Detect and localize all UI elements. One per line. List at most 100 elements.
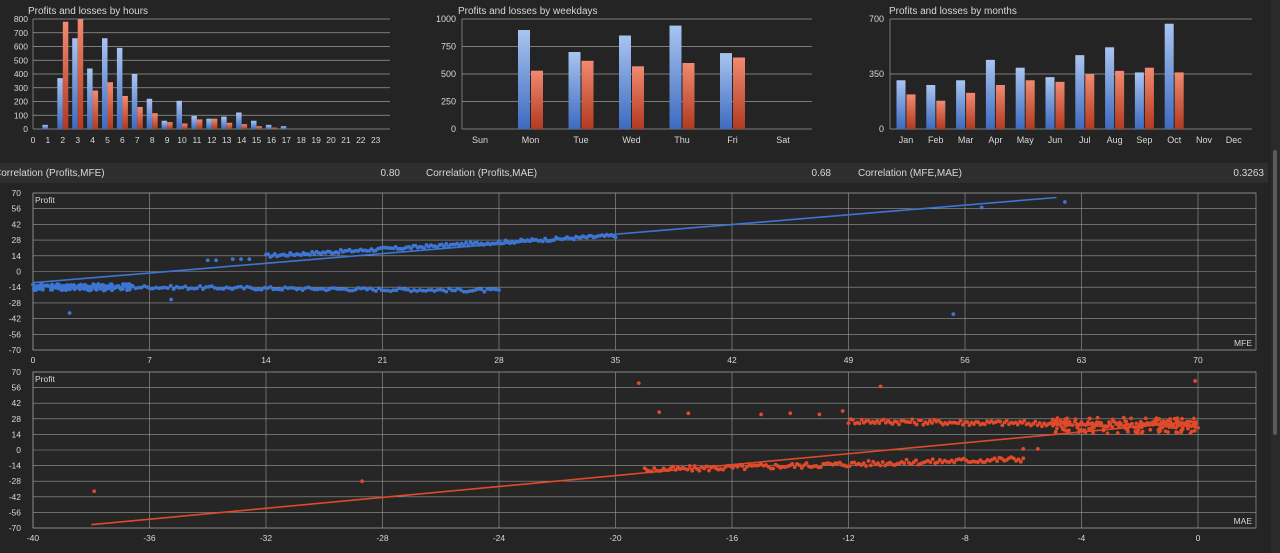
mae-point: [847, 464, 852, 469]
mae-ylabel: Profit: [35, 374, 55, 384]
mae-point: [938, 458, 942, 462]
mae-point: [1094, 423, 1099, 428]
weekdays-profit-bar: [619, 35, 631, 129]
mae-point: [1063, 417, 1067, 422]
mae-point: [992, 456, 997, 461]
mae-point: [1192, 429, 1197, 433]
mfe-point: [239, 284, 243, 289]
mfe-xtick-label: 28: [494, 355, 504, 365]
mae-point: [92, 489, 97, 494]
mae-point: [1108, 421, 1112, 426]
mae-point: [965, 420, 970, 424]
mae-point: [1166, 430, 1170, 435]
mfe-point: [280, 287, 285, 292]
months-loss-bar: [1174, 72, 1184, 129]
hours-category-label: 2: [60, 135, 65, 145]
months-profit-bar: [956, 80, 966, 129]
mfe-point: [485, 287, 490, 291]
mae-point: [1117, 420, 1122, 425]
hours-profit-bar: [161, 120, 168, 129]
mfe-point: [388, 289, 393, 294]
mfe-point: [110, 282, 114, 287]
mfe-point: [50, 285, 55, 290]
mae-point: [690, 468, 695, 473]
mae-point: [857, 421, 862, 426]
mae-ytick-label: 14: [12, 429, 22, 439]
hours-profit-bar: [236, 112, 242, 129]
mae-point: [837, 460, 842, 465]
weekdays-category-label: Sun: [472, 135, 488, 145]
mfe-point: [123, 282, 128, 287]
mae-ytick-label: 28: [12, 414, 22, 424]
mae-point: [687, 464, 692, 468]
mfe-point: [139, 285, 144, 290]
mae-point: [1067, 428, 1071, 433]
weekdays-category-label: Mon: [522, 135, 540, 145]
hours-category-label: 1: [46, 135, 51, 145]
mae-point: [759, 412, 764, 417]
mfe-point: [327, 287, 331, 292]
mfe-ylabel: Profit: [35, 195, 55, 205]
mae-point: [1156, 427, 1161, 432]
mae-point: [958, 418, 963, 423]
hours-loss-bar: [62, 21, 69, 129]
mfe-point: [391, 288, 396, 293]
mfe-point: [409, 289, 413, 294]
mae-point: [1144, 421, 1149, 426]
mfe-point: [397, 286, 402, 291]
mae-xtick-label: -36: [143, 533, 156, 543]
scrollbar-thumb[interactable]: [1273, 150, 1277, 435]
months-profit-bar: [1075, 55, 1085, 130]
mae-point: [861, 461, 866, 466]
hours-profit-bar: [102, 38, 108, 129]
mfe-point: [432, 289, 437, 293]
weekdays-ytick-label: 1000: [436, 14, 456, 24]
hours-profit-bar: [146, 98, 153, 129]
mae-point: [692, 464, 697, 468]
mfe-point: [347, 288, 352, 293]
hours-category-label: 6: [120, 135, 125, 145]
mfe-point: [53, 285, 58, 290]
mfe-point: [422, 246, 427, 251]
mfe-point: [309, 286, 314, 291]
mae-point: [1138, 422, 1143, 427]
hours-loss-bar: [196, 119, 203, 129]
mae-point: [866, 459, 871, 463]
mae-point: [817, 412, 822, 417]
mae-point: [1143, 416, 1148, 421]
mfe-point: [127, 282, 132, 286]
mfe-ytick-label: 14: [12, 251, 22, 261]
mfe-xtick-label: 63: [1077, 355, 1087, 365]
mfe-point: [183, 284, 188, 289]
mae-point: [930, 421, 934, 425]
mfe-point: [488, 287, 493, 292]
mae-point: [1055, 422, 1060, 427]
mfe-point: [613, 235, 618, 240]
mfe-point: [494, 287, 498, 292]
mfe-point: [221, 287, 226, 291]
mae-point: [1021, 446, 1026, 451]
mfe-point: [165, 286, 170, 291]
weekdays-chart-title: Profits and losses by weekdays: [458, 6, 598, 17]
mae-point: [1159, 420, 1164, 425]
mfe-point: [162, 285, 167, 290]
mae-point: [1147, 421, 1152, 426]
mae-point: [1148, 427, 1153, 432]
mfe-xtick-label: 42: [727, 355, 737, 365]
months-profit-bar: [1134, 72, 1144, 129]
mae-point: [1136, 428, 1141, 432]
mae-point: [998, 419, 1003, 424]
mfe-point: [356, 286, 361, 290]
mae-point: [697, 468, 702, 473]
hours-loss-bar: [182, 123, 188, 129]
mfe-ytick-label: 28: [12, 235, 22, 245]
mae-point: [925, 421, 930, 426]
mae-point: [721, 467, 726, 472]
mfe-point: [426, 288, 431, 292]
mae-point: [1103, 424, 1108, 429]
mae-xlabel: MAE: [1234, 516, 1253, 526]
mfe-point: [242, 286, 246, 291]
mae-point: [1193, 379, 1197, 383]
mfe-point: [89, 284, 94, 289]
mae-point: [804, 461, 809, 465]
